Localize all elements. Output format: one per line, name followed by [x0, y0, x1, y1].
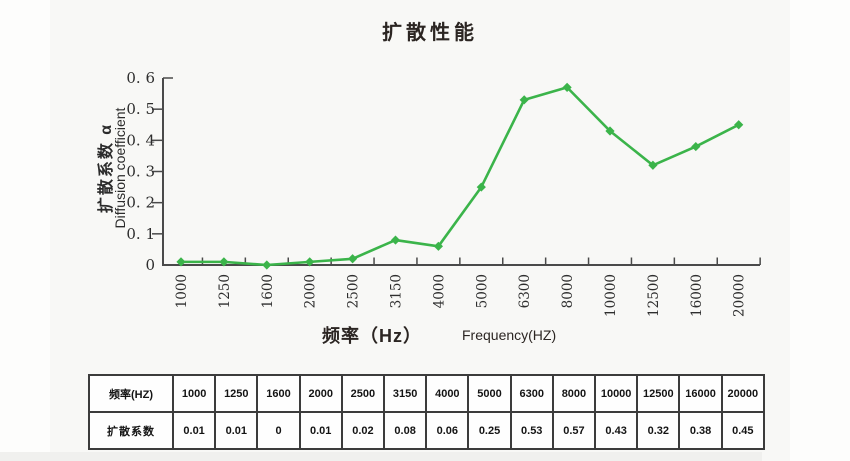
- frequency-cell: 16000: [678, 374, 723, 413]
- data-point-marker: [605, 126, 615, 136]
- y-tick-label: 0. 6: [126, 69, 155, 87]
- x-axis-label-en: Frequency(HZ): [462, 327, 557, 343]
- data-point-marker: [433, 241, 443, 251]
- y-tick-label: 0. 1: [126, 225, 155, 243]
- line-chart: 0 0. 1 0. 2 0. 3 0. 4 0. 5 0. 6 1000 1250 1600 200…: [126, 69, 761, 317]
- coefficient-cell: 0.32: [636, 411, 681, 450]
- x-tick-label: 12500: [646, 274, 662, 317]
- y-tick-label: 0: [145, 256, 155, 274]
- data-point-marker: [348, 254, 358, 264]
- x-tick-label: 20000: [732, 274, 748, 317]
- y-tick-label: 0. 2: [126, 194, 155, 212]
- data-point-marker: [691, 141, 701, 152]
- coefficient-cell: 0.53: [509, 411, 554, 450]
- coefficient-cell: 0: [256, 411, 301, 450]
- coefficient-row-header: 扩散系数: [88, 411, 174, 450]
- x-tick-label: 6300: [517, 274, 533, 308]
- frequency-cell: 1600: [256, 374, 301, 413]
- page-margin-right: [790, 0, 850, 461]
- x-tick-label: 2500: [346, 274, 362, 308]
- frequency-cell: 1250: [214, 374, 259, 413]
- chart-title: 扩散性能: [382, 22, 478, 44]
- data-point-marker: [734, 120, 744, 130]
- y-tick-label: 0. 5: [126, 100, 155, 118]
- x-tick-label: 1600: [260, 274, 276, 308]
- data-point-marker: [262, 260, 272, 270]
- frequency-cell: 2500: [340, 374, 386, 413]
- data-point-marker: [176, 257, 186, 267]
- coefficient-cell: 0.06: [425, 411, 470, 450]
- coefficient-cell: 0.43: [594, 411, 639, 450]
- frequency-row-header: 频率(HZ): [88, 374, 174, 413]
- x-tick-label: 8000: [560, 274, 576, 308]
- data-point-marker: [390, 235, 401, 245]
- coefficient-cell: 0.57: [551, 411, 597, 450]
- data-point-marker: [476, 182, 486, 192]
- data-point-marker: [648, 160, 658, 170]
- coefficient-cell: 0.38: [678, 411, 723, 450]
- frequency-row: 频率(HZ) 1000 1250 1600 2000 2500 3150 4000 5000 6…: [88, 374, 766, 413]
- y-tick-label: 0. 4: [126, 131, 155, 149]
- coefficient-cell: 0.45: [720, 411, 766, 450]
- y-tick-label: 0. 3: [126, 163, 155, 181]
- coefficient-row: 扩散系数 0.01 0.01 0 0.01 0.02 0.08 0.06 0.25 0.53 0.…: [88, 411, 766, 450]
- frequency-cell: 20000: [720, 374, 766, 413]
- coefficient-cell: 0.01: [171, 411, 217, 450]
- coefficient-cell: 0.25: [467, 411, 512, 450]
- x-tick-label: 1000: [174, 274, 190, 308]
- frequency-cell: 4000: [425, 374, 470, 413]
- x-tick-label: 4000: [431, 274, 447, 308]
- series-line: [181, 86, 740, 267]
- coefficient-cell: 0.01: [298, 411, 343, 450]
- axis-lines: [162, 78, 760, 266]
- x-tick-label: 5000: [474, 274, 490, 308]
- x-tick-label: 16000: [689, 274, 705, 317]
- frequency-cell: 5000: [467, 374, 512, 413]
- x-tick-label: 2000: [303, 274, 319, 308]
- x-tick-label: 10000: [603, 274, 619, 317]
- page-margin-left: [0, 0, 50, 461]
- coefficient-cell: 0.01: [214, 411, 259, 450]
- frequency-cell: 12500: [636, 374, 681, 413]
- frequency-cell: 10000: [594, 374, 639, 413]
- data-point-marker: [305, 257, 315, 267]
- data-point-marker: [562, 82, 572, 92]
- frequency-cell: 8000: [551, 374, 597, 413]
- data-point-marker: [219, 257, 229, 267]
- x-tick-label: 1250: [217, 274, 233, 308]
- frequency-cell: 2000: [298, 374, 343, 413]
- frequency-cell: 6300: [509, 374, 554, 413]
- coefficient-cell: 0.08: [383, 411, 428, 450]
- frequency-cell: 3150: [383, 374, 428, 413]
- x-tick-label: 3150: [389, 274, 405, 308]
- frequency-cell: 1000: [171, 374, 217, 413]
- x-axis-label-cn: 频率（Hz）: [322, 326, 422, 346]
- coefficient-cell: 0.02: [340, 411, 386, 450]
- data-table: 频率(HZ) 1000 1250 1600 2000 2500 3150 4000 5000 6…: [88, 374, 766, 450]
- bottom-shade: [0, 452, 762, 461]
- data-point-marker: [519, 95, 529, 105]
